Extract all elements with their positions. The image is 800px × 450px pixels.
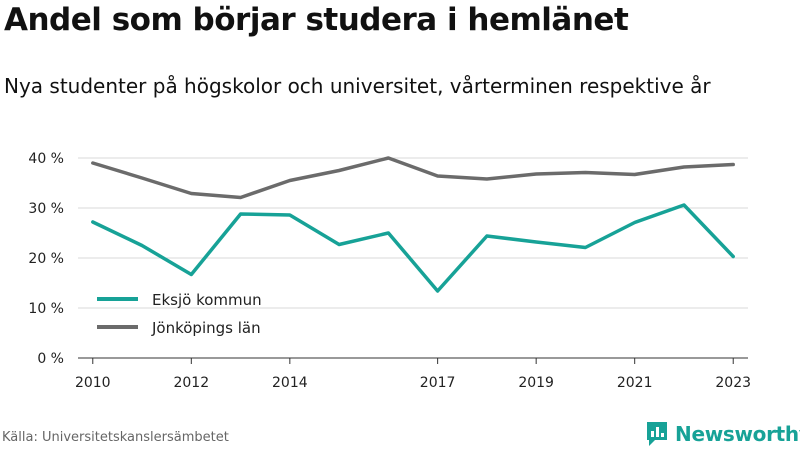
y-tick-label: 10 % xyxy=(28,301,64,317)
x-tick-label: 2010 xyxy=(75,375,111,391)
x-tick-label: 2019 xyxy=(518,375,554,391)
chart-title: Andel som börjar studera i hemlänet xyxy=(4,2,629,38)
x-tick-label: 2017 xyxy=(420,375,456,391)
series-line-jonkopings-lan xyxy=(91,156,735,200)
x-tick-label: 2012 xyxy=(173,375,209,391)
x-tick-label: 2023 xyxy=(715,375,751,391)
y-tick-label: 40 % xyxy=(28,151,64,167)
series-line-eksjo-kommun xyxy=(91,203,735,293)
x-tick-label: 2014 xyxy=(272,375,308,391)
legend-label: Eksjö kommun xyxy=(152,291,262,309)
newsworthy-logo-icon xyxy=(647,422,667,446)
source-note: Källa: Universitetskanslersämbetet xyxy=(2,430,229,445)
brand-logo: Newsworthy xyxy=(645,420,800,448)
brand-name: Newsworthy xyxy=(675,422,800,446)
y-tick-label: 0 % xyxy=(37,351,64,367)
legend-label: Jönköpings län xyxy=(151,319,261,337)
chart-subtitle: Nya studenter på högskolor och universit… xyxy=(4,74,711,98)
y-tick-label: 30 % xyxy=(28,201,64,217)
y-tick-label: 20 % xyxy=(28,251,64,267)
x-tick-label: 2021 xyxy=(617,375,653,391)
